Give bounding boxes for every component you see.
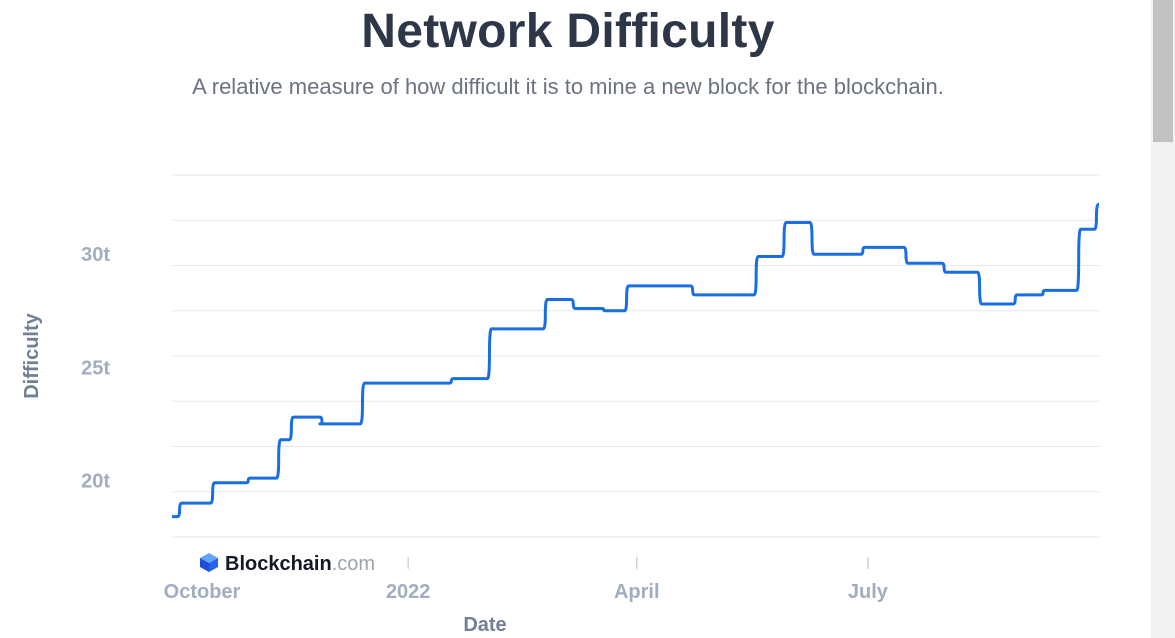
x-tick-label: 2022 <box>386 581 431 603</box>
brand-suffix: .com <box>332 553 375 575</box>
series-line-difficulty <box>172 202 1100 519</box>
brand-name: Blockchain <box>225 553 332 575</box>
brand-watermark: Blockchain.com <box>200 553 375 575</box>
x-axis-ticks: October 2022 April July <box>164 557 889 603</box>
y-axis-ticks: 20t 25t 30t <box>81 244 110 492</box>
svg-text:Blockchain.com: Blockchain.com <box>225 553 375 575</box>
chart-title: Network Difficulty <box>361 5 775 58</box>
x-axis-title: Date <box>463 614 506 636</box>
y-axis-title: Difficulty <box>21 312 43 398</box>
y-tick-label: 25t <box>81 357 110 379</box>
difficulty-chart: 20t 25t 30t October 2022 April July Difficult… <box>21 174 1100 636</box>
x-tick-label: April <box>614 581 660 603</box>
x-tick-label: October <box>164 581 241 603</box>
x-tick-label: July <box>848 581 889 603</box>
grid-lines <box>172 174 1099 538</box>
y-tick-label: 30t <box>81 244 110 266</box>
chart-subtitle: A relative measure of how difficult it i… <box>192 74 944 99</box>
y-tick-label: 20t <box>81 470 110 492</box>
scrollbar-thumb[interactable] <box>1153 0 1173 142</box>
blockchain-logo-icon <box>200 553 218 572</box>
